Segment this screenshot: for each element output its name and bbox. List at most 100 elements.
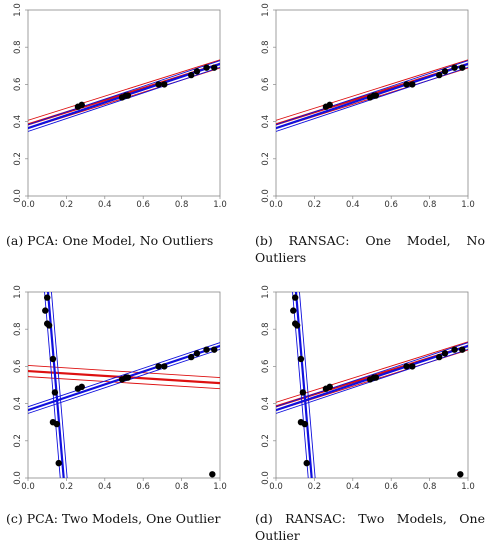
x-tick-label: 0.6 xyxy=(384,200,398,210)
y-tick-label: 0.8 xyxy=(261,40,271,54)
data-point xyxy=(326,101,333,109)
x-tick-label: 0.4 xyxy=(346,200,360,210)
data-point xyxy=(293,322,301,329)
caption-d: (d) RANSAC: Two Models, One Outlier xyxy=(255,511,485,543)
data-point xyxy=(441,350,449,357)
data-point xyxy=(124,374,132,381)
data-point xyxy=(459,346,466,353)
y-tick-label: 0.0 xyxy=(13,189,23,203)
panel-a: 0.0 0.2 0.4 0.6 0.8 1.0 0.0 0.2 0.4 0.6 0.8 1.0 (a)… xyxy=(0,0,245,270)
data-point xyxy=(161,363,168,370)
plot-frame xyxy=(27,291,221,479)
data-point xyxy=(188,71,195,79)
x-tick-label: 0.6 xyxy=(136,200,150,210)
data-point xyxy=(409,363,416,370)
fit-band-blue xyxy=(276,60,468,126)
x-tick-label: 0.0 xyxy=(269,482,283,492)
x-tick-label: 0.4 xyxy=(98,482,112,492)
x-tick-label: 1.0 xyxy=(461,200,475,210)
x-tick-label: 0.8 xyxy=(175,200,189,210)
data-point xyxy=(78,101,85,109)
data-point xyxy=(441,68,449,75)
data-point xyxy=(49,355,57,363)
fit-band-blue xyxy=(44,292,61,478)
data-point xyxy=(372,92,380,99)
data-point xyxy=(299,389,307,396)
caption-c: (c) PCA: Two Models, One Outlier xyxy=(6,511,221,526)
data-point xyxy=(203,64,210,71)
y-tick-label: 0.6 xyxy=(261,78,271,92)
data-point xyxy=(193,68,201,75)
y-tick-label: 0.4 xyxy=(261,397,271,411)
fit-line-blue xyxy=(294,292,313,478)
y-tick-label: 0.0 xyxy=(261,189,271,203)
y-tick-label: 0.4 xyxy=(13,397,23,411)
y-tick-label: 0.2 xyxy=(13,152,23,166)
x-tick-label: 0.8 xyxy=(423,200,437,210)
x-tick-label: 1.0 xyxy=(461,482,475,492)
plot-c: 0.0 0.2 0.4 0.6 0.8 1.0 0.0 0.2 0.4 0.6 0.8 1.0 xyxy=(13,285,227,492)
fit-line-blue xyxy=(46,292,65,478)
y-tick-label: 0.6 xyxy=(13,360,23,374)
data-point xyxy=(451,346,458,353)
y-tick-label: 0.8 xyxy=(261,322,271,336)
data-point xyxy=(409,81,416,88)
x-tick-label: 0.0 xyxy=(269,200,283,210)
fit-band-red xyxy=(276,341,468,403)
y-tick-label: 0.6 xyxy=(261,360,271,374)
x-tick-label: 0.2 xyxy=(60,200,74,210)
data-point xyxy=(326,383,333,391)
panel-b: 0.0 0.2 0.4 0.6 0.8 1.0 0.0 0.2 0.4 0.6 0.8 1.0 (b)… xyxy=(248,0,493,270)
y-tick-label: 0.2 xyxy=(261,434,271,448)
plot-frame xyxy=(275,9,469,197)
x-tick-label: 0.2 xyxy=(308,482,322,492)
y-tick-label: 0.4 xyxy=(13,115,23,129)
y-tick-label: 1.0 xyxy=(13,3,23,17)
data-point xyxy=(211,64,218,71)
data-point xyxy=(457,471,464,478)
y-tick-label: 0.2 xyxy=(261,152,271,166)
data-point xyxy=(297,355,305,363)
fit-band-blue xyxy=(28,60,220,126)
y-tick-label: 0.6 xyxy=(13,78,23,92)
x-tick-label: 0.6 xyxy=(384,482,398,492)
data-point xyxy=(193,350,201,357)
data-point xyxy=(53,420,60,428)
data-point xyxy=(44,294,51,301)
fit-band-blue xyxy=(292,292,309,478)
plot-frame xyxy=(27,9,221,197)
x-tick-label: 0.2 xyxy=(308,200,322,210)
fit-band-blue xyxy=(28,342,220,408)
y-tick-label: 1.0 xyxy=(261,285,271,299)
plot-b: 0.0 0.2 0.4 0.6 0.8 1.0 0.0 0.2 0.4 0.6 0.8 1.0 xyxy=(261,3,475,210)
x-tick-label: 0.4 xyxy=(98,200,112,210)
caption-a: (a) PCA: One Model, No Outliers xyxy=(6,233,214,248)
x-tick-label: 0.2 xyxy=(60,482,74,492)
x-tick-label: 0.8 xyxy=(175,482,189,492)
fit-band-blue xyxy=(276,342,468,408)
plot-d: 0.0 0.2 0.4 0.6 0.8 1.0 0.0 0.2 0.4 0.6 0.8 1.0 xyxy=(261,285,475,492)
data-point xyxy=(403,81,410,88)
caption-b: (b) RANSAC: One Model, No Outliers xyxy=(255,233,485,265)
data-point xyxy=(436,353,443,361)
y-tick-label: 0.8 xyxy=(13,322,23,336)
data-point xyxy=(155,363,162,370)
data-point xyxy=(303,459,310,467)
data-point xyxy=(209,471,216,478)
y-tick-label: 0.2 xyxy=(13,434,23,448)
data-point xyxy=(155,81,162,88)
x-tick-label: 0.6 xyxy=(136,482,150,492)
data-point xyxy=(451,64,458,71)
data-point xyxy=(292,294,299,301)
data-point xyxy=(188,353,195,361)
data-point xyxy=(211,346,218,353)
y-tick-label: 0.4 xyxy=(261,115,271,129)
data-point xyxy=(203,346,210,353)
plot-frame xyxy=(275,291,469,479)
data-point xyxy=(372,374,380,381)
y-tick-label: 1.0 xyxy=(261,3,271,17)
y-tick-label: 0.0 xyxy=(261,471,271,485)
data-point xyxy=(124,92,132,99)
data-point xyxy=(459,64,466,71)
fit-band-red xyxy=(28,59,220,121)
